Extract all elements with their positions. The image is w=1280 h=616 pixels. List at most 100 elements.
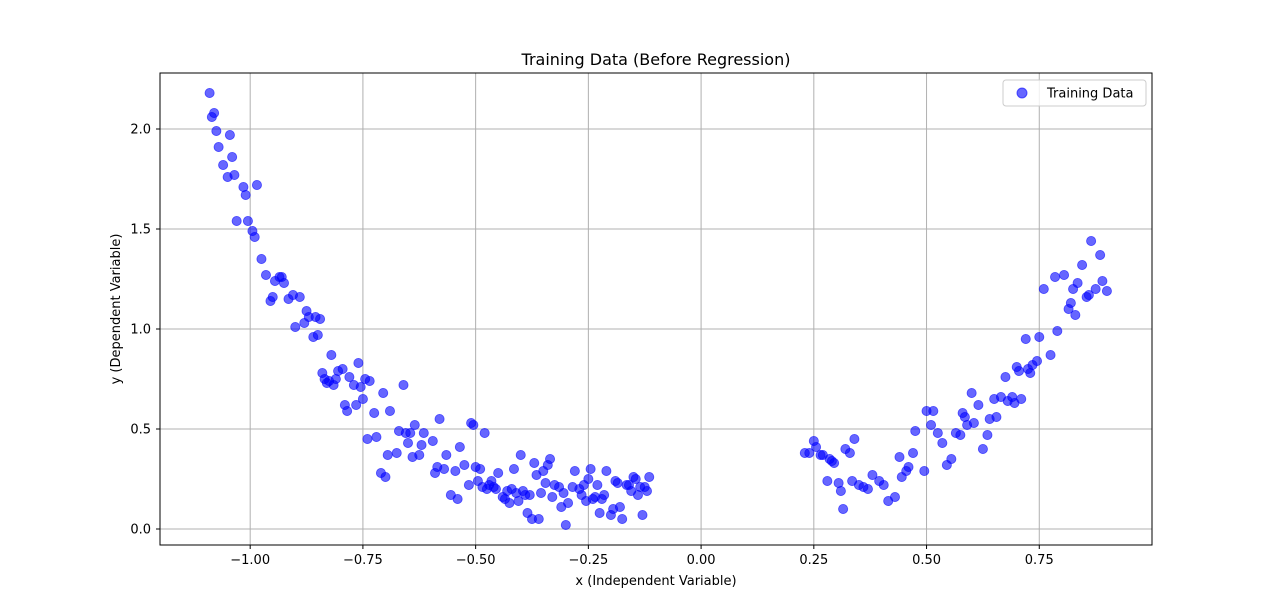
- data-point: [211, 126, 222, 137]
- data-point: [592, 479, 603, 490]
- data-point: [227, 151, 238, 162]
- data-point: [910, 425, 921, 436]
- y-tick-label: 0.5: [130, 423, 151, 438]
- data-point: [811, 441, 822, 452]
- legend-label: Training Data: [1046, 87, 1133, 102]
- x-axis-ticks: −1.00 −0.75 −0.50 −0.25 0.00 0.25 0.50 0.75: [230, 545, 1054, 568]
- data-point: [267, 291, 278, 302]
- data-point: [344, 371, 355, 382]
- data-point: [1032, 355, 1043, 366]
- data-point: [342, 405, 353, 416]
- data-point: [242, 215, 253, 226]
- data-point: [536, 487, 547, 498]
- data-point: [337, 363, 348, 374]
- x-tick-label: −1.00: [230, 553, 270, 568]
- data-point: [583, 473, 594, 484]
- data-point: [545, 453, 556, 464]
- data-point: [937, 437, 948, 448]
- data-point: [468, 419, 479, 430]
- data-point: [479, 427, 490, 438]
- data-point: [256, 253, 267, 264]
- data-point: [968, 417, 979, 428]
- data-point: [644, 471, 655, 482]
- data-point: [612, 477, 623, 488]
- x-tick-label: 0.25: [799, 553, 828, 568]
- data-point: [547, 491, 558, 502]
- y-tick-label: 1.5: [130, 223, 151, 238]
- data-point: [384, 405, 395, 416]
- data-point: [1052, 325, 1063, 336]
- data-point: [218, 159, 229, 170]
- legend-marker: [1016, 87, 1028, 99]
- data-point: [804, 447, 815, 458]
- data-point: [977, 443, 988, 454]
- data-point: [558, 487, 569, 498]
- x-tick-label: −0.25: [568, 553, 608, 568]
- data-point: [1034, 331, 1045, 342]
- data-point: [418, 427, 429, 438]
- data-point: [290, 321, 301, 332]
- x-axis-label: x (Independent Variable): [575, 574, 736, 589]
- data-point: [1070, 309, 1081, 320]
- x-tick-label: 0.50: [912, 553, 941, 568]
- data-point: [240, 189, 251, 200]
- data-point: [1090, 283, 1101, 294]
- data-point: [1013, 365, 1024, 376]
- data-point: [1016, 393, 1027, 404]
- data-point: [353, 357, 364, 368]
- data-point: [326, 349, 337, 360]
- y-tick-label: 0.0: [130, 523, 151, 538]
- data-point: [862, 483, 873, 494]
- data-point: [355, 381, 366, 392]
- data-point: [1065, 297, 1076, 308]
- data-point: [209, 108, 220, 119]
- data-point: [1038, 283, 1049, 294]
- data-point: [878, 479, 889, 490]
- plot-frame: [159, 72, 1153, 546]
- data-point: [515, 449, 526, 460]
- data-point: [475, 463, 486, 474]
- data-point: [903, 461, 914, 472]
- data-point: [364, 375, 375, 386]
- data-point: [614, 501, 625, 512]
- data-point: [224, 129, 235, 140]
- data-point: [973, 399, 984, 410]
- y-tick-label: 1.0: [130, 323, 151, 338]
- data-point: [919, 465, 930, 476]
- data-point: [1050, 271, 1061, 282]
- data-point: [991, 411, 1002, 422]
- data-point: [637, 509, 648, 520]
- data-point: [1097, 275, 1108, 286]
- data-point: [569, 465, 580, 476]
- data-point: [251, 179, 262, 190]
- data-point: [1095, 249, 1106, 260]
- data-point: [380, 471, 391, 482]
- x-tick-label: −0.75: [343, 553, 383, 568]
- data-point: [835, 485, 846, 496]
- data-point: [641, 485, 652, 496]
- data-point: [946, 453, 957, 464]
- data-point: [966, 387, 977, 398]
- data-point: [529, 457, 540, 468]
- data-point: [1045, 349, 1056, 360]
- data-point: [398, 379, 409, 390]
- data-point: [1083, 289, 1094, 300]
- data-point: [315, 313, 326, 324]
- data-point: [260, 269, 271, 280]
- data-point: [414, 449, 425, 460]
- data-point: [229, 169, 240, 180]
- legend-box: [1002, 79, 1147, 107]
- data-point: [213, 141, 224, 152]
- data-point: [926, 419, 937, 430]
- data-point: [378, 387, 389, 398]
- grid: [160, 73, 1152, 545]
- data-point: [312, 329, 323, 340]
- data-point: [617, 514, 628, 525]
- data-point: [1000, 371, 1011, 382]
- data-point: [524, 489, 535, 500]
- y-tick-label: 2.0: [130, 123, 151, 138]
- data-point: [402, 437, 413, 448]
- data-point: [249, 231, 260, 242]
- data-point: [1101, 285, 1112, 296]
